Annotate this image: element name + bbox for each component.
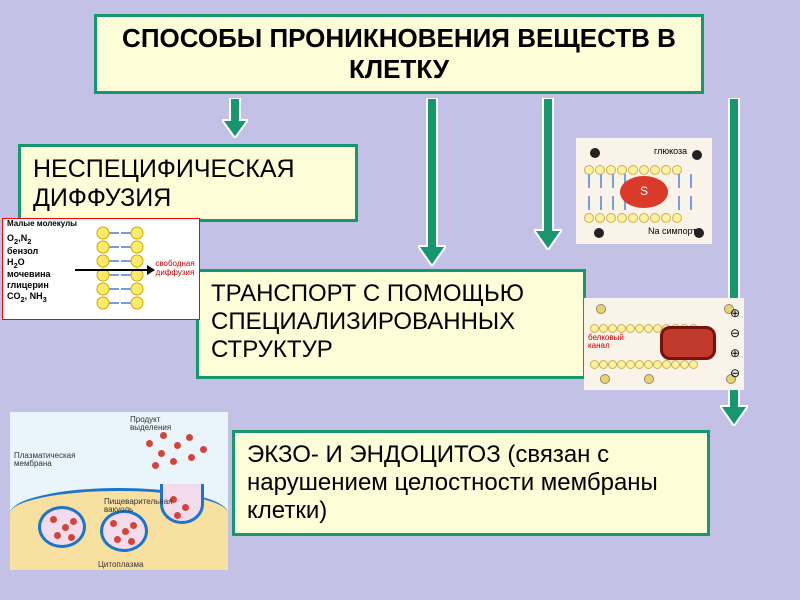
title-box: СПОСОБЫ ПРОНИКНОВЕНИЯ ВЕЩЕСТВ В КЛЕТКУ xyxy=(94,14,704,94)
arrow-to-transport-1 xyxy=(418,98,446,266)
particle-icon xyxy=(130,522,137,529)
particle-icon xyxy=(188,454,195,461)
particle-icon xyxy=(110,520,117,527)
branch-transport-box: ТРАНСПОРТ С ПОМОЩЬЮ СПЕЦИАЛИЗИРОВАННЫХ С… xyxy=(196,269,586,379)
arrow-to-diffusion xyxy=(222,98,248,138)
mem1-arrow-icon xyxy=(75,263,155,277)
endocytosis-diagram: Плазматическая мембрана Продукт выделени… xyxy=(10,412,228,570)
branch-diffusion-label: НЕСПЕЦИФИЧЕСКАЯ ДИФФУЗИЯ xyxy=(33,155,295,212)
channel-diagram: белковый канал ⊕ ⊖ ⊕ ⊖ xyxy=(584,298,744,390)
particle-icon xyxy=(174,442,181,449)
particle-icon xyxy=(158,450,165,457)
mem3-label: белковый канал xyxy=(588,334,632,350)
particle-icon xyxy=(50,516,57,523)
particle-icon xyxy=(182,504,189,511)
mem2-particle-icon xyxy=(594,228,604,238)
ion-plus-icon: ⊕ xyxy=(730,346,740,360)
particle-icon xyxy=(128,538,135,545)
mem2-top-label: глюкоза xyxy=(654,146,687,156)
endo-label-mid: Пищеварительная вакуоль xyxy=(104,498,174,514)
mem2-bot-label: Na симпорт xyxy=(648,226,697,236)
mem2-lipid-bot-icon xyxy=(584,210,704,224)
ion-icon xyxy=(600,374,610,384)
particle-icon xyxy=(186,434,193,441)
carrier-protein-icon: S xyxy=(620,176,668,208)
protein-channel-icon xyxy=(660,326,716,360)
endo-label-bottom: Цитоплазма xyxy=(98,560,143,569)
branch-transport-label: ТРАНСПОРТ С ПОМОЩЬЮ СПЕЦИАЛИЗИРОВАННЫХ С… xyxy=(211,280,524,363)
particle-icon xyxy=(122,528,129,535)
particle-icon xyxy=(160,432,167,439)
title-text: СПОСОБЫ ПРОНИКНОВЕНИЯ ВЕЩЕСТВ В КЛЕТКУ xyxy=(111,23,687,85)
ion-minus-icon: ⊖ xyxy=(730,366,740,380)
mem2-particle-icon xyxy=(692,150,702,160)
particle-icon xyxy=(174,512,181,519)
branch-diffusion-box: НЕСПЕЦИФИЧЕСКАЯ ДИФФУЗИЯ xyxy=(18,144,358,222)
branch-endoexo-label: ЭКЗО- И ЭНДОЦИТОЗ (связан с нарушением ц… xyxy=(247,441,658,524)
particle-icon xyxy=(54,532,61,539)
mem2-particle-icon xyxy=(694,228,704,238)
particle-icon xyxy=(200,446,207,453)
particle-icon xyxy=(146,440,153,447)
branch-endoexo-box: ЭКЗО- И ЭНДОЦИТОЗ (связан с нарушением ц… xyxy=(232,430,710,536)
symport-diagram: S глюкоза Na симпорт xyxy=(576,138,712,244)
arrow-to-transport-2 xyxy=(534,98,562,250)
particle-icon xyxy=(114,536,121,543)
ion-icon xyxy=(596,304,606,314)
diffusion-diagram: Малые молекулы O2,N2бензолH2Oмочевинагли… xyxy=(2,218,200,320)
particle-icon xyxy=(62,524,69,531)
mem1-title: Малые молекулы xyxy=(7,219,77,228)
particle-icon xyxy=(68,534,75,541)
endo-label-right: Продукт выделения xyxy=(130,416,190,432)
mem1-molecules: O2,N2бензолH2OмочевинаглицеринCO2, NH3 xyxy=(7,233,77,304)
particle-icon xyxy=(152,462,159,469)
particle-icon xyxy=(70,518,77,525)
ion-minus-icon: ⊖ xyxy=(730,326,740,340)
particle-icon xyxy=(170,458,177,465)
ion-icon xyxy=(644,374,654,384)
ion-plus-icon: ⊕ xyxy=(730,306,740,320)
mem2-particle-icon xyxy=(590,148,600,158)
endo-label-top: Плазматическая мембрана xyxy=(14,452,70,468)
carrier-letter: S xyxy=(640,184,648,198)
mem1-mid-label: свободная диффузия xyxy=(151,259,199,277)
